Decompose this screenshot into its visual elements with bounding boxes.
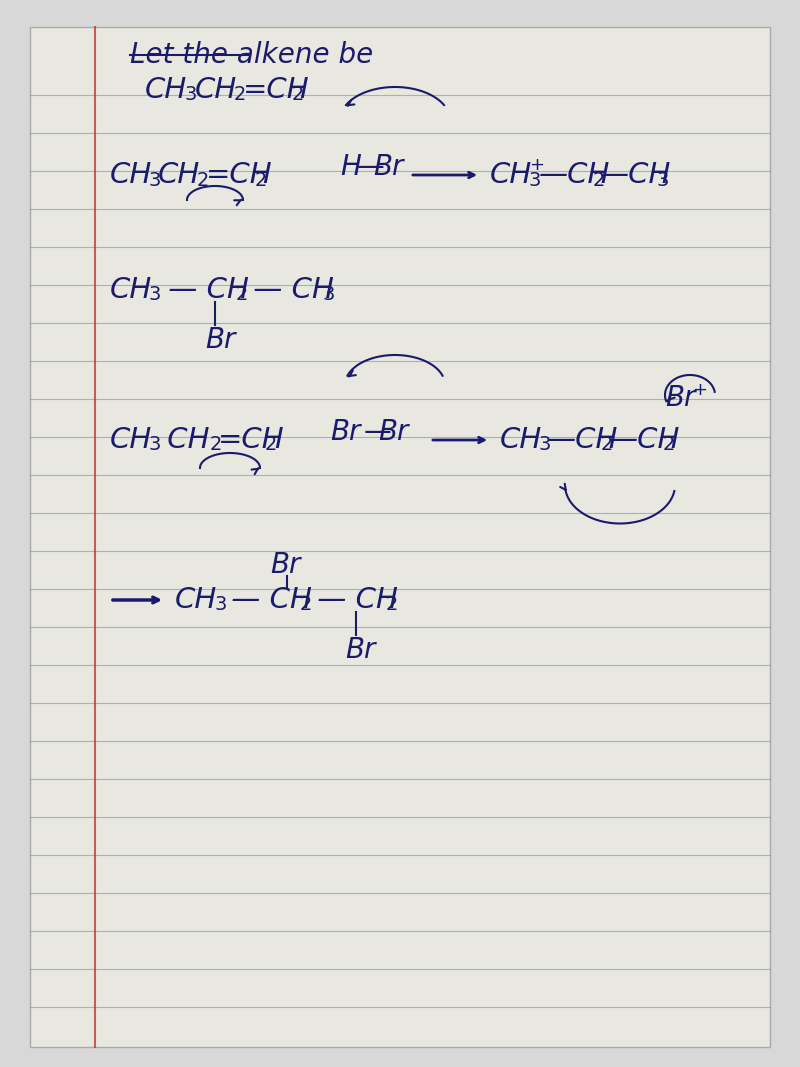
Text: CH: CH <box>145 76 187 103</box>
Text: CH: CH <box>500 426 542 453</box>
Text: — CH: — CH <box>308 586 398 614</box>
Text: CH: CH <box>175 586 218 614</box>
Text: CH: CH <box>110 161 152 189</box>
Text: Br: Br <box>270 551 300 579</box>
Text: 3: 3 <box>149 435 162 455</box>
Text: =CH: =CH <box>243 76 310 103</box>
Text: CH: CH <box>158 161 200 189</box>
Text: 3: 3 <box>322 286 334 304</box>
Text: —CH: —CH <box>600 161 671 189</box>
Text: CH: CH <box>110 276 152 304</box>
Text: —CH: —CH <box>609 426 680 453</box>
Text: 3: 3 <box>214 595 226 615</box>
Text: =CH: =CH <box>206 161 273 189</box>
Text: 2: 2 <box>386 595 398 615</box>
Text: — CH: — CH <box>244 276 334 304</box>
Text: —: — <box>364 418 392 446</box>
Text: — CH: — CH <box>222 586 312 614</box>
Text: Br: Br <box>345 636 375 664</box>
Text: CH: CH <box>490 161 532 189</box>
Text: 3: 3 <box>149 171 162 190</box>
Text: Br: Br <box>373 153 403 181</box>
Text: 2: 2 <box>236 286 248 304</box>
Text: 2: 2 <box>210 435 222 455</box>
Text: Br: Br <box>665 384 695 412</box>
Text: 2: 2 <box>255 171 267 190</box>
Text: 2: 2 <box>300 595 312 615</box>
Text: 3: 3 <box>656 171 668 190</box>
Text: 2: 2 <box>593 171 606 190</box>
Text: — CH: — CH <box>159 276 249 304</box>
Text: 2: 2 <box>601 435 614 455</box>
Text: =CH: =CH <box>218 426 285 453</box>
Text: 3: 3 <box>529 171 542 190</box>
Text: +: + <box>692 381 707 399</box>
Text: 3: 3 <box>184 85 196 105</box>
Text: CH: CH <box>110 426 152 453</box>
Text: 3: 3 <box>149 286 162 304</box>
Text: H: H <box>340 153 361 181</box>
Text: 2: 2 <box>292 85 304 105</box>
Text: Br: Br <box>330 418 360 446</box>
Text: —CH: —CH <box>539 161 610 189</box>
Text: 2: 2 <box>234 85 246 105</box>
Text: Let the alkene be: Let the alkene be <box>130 41 374 69</box>
Text: —CH: —CH <box>547 426 618 453</box>
Text: 3: 3 <box>539 435 551 455</box>
Text: 2: 2 <box>663 435 675 455</box>
Text: —: — <box>357 153 385 181</box>
Text: 2: 2 <box>197 171 210 190</box>
Text: Br: Br <box>378 418 408 446</box>
Text: +: + <box>529 156 544 174</box>
Text: Br: Br <box>205 327 235 354</box>
Text: CH: CH <box>195 76 238 103</box>
Text: CH: CH <box>158 426 210 453</box>
Text: 2: 2 <box>265 435 278 455</box>
